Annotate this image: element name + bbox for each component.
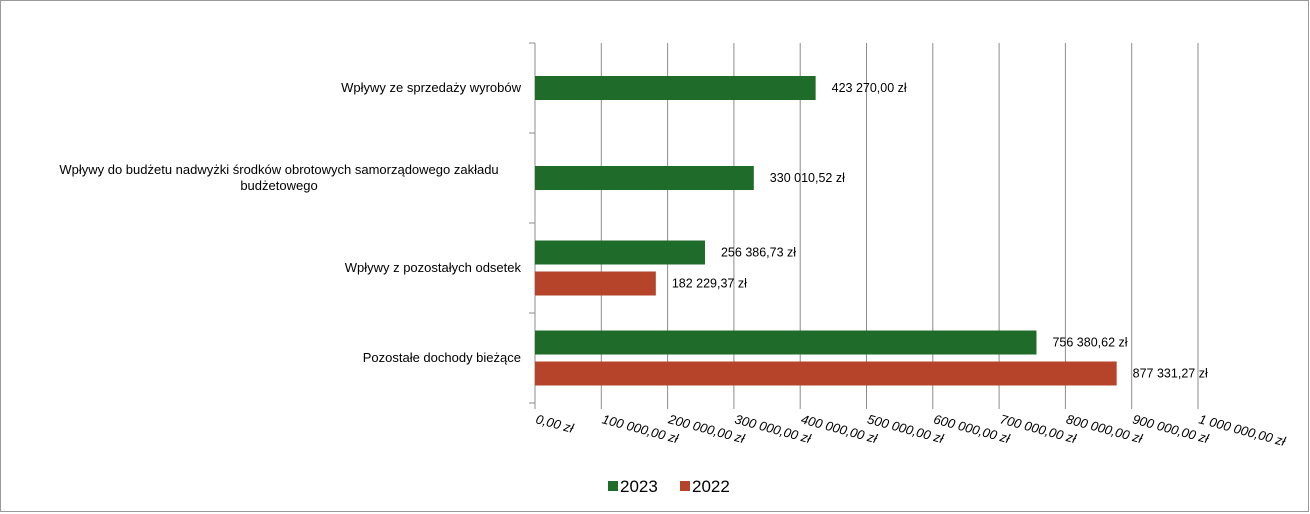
legend-label-2022: 2022 xyxy=(692,477,730,496)
x-tick-label: 1 000 000,00 zł xyxy=(1197,411,1288,449)
category-label: Wpływy do budżetu nadwyżki środków obrot… xyxy=(59,162,498,177)
legend-swatch-2023 xyxy=(608,481,618,491)
data-label-2022-3: 877 331,27 zł xyxy=(1133,367,1208,381)
bar-2023-3 xyxy=(535,330,1037,355)
x-tick-label: 0,00 zł xyxy=(534,411,576,436)
data-label-2023-2: 256 386,73 zł xyxy=(721,246,796,260)
data-label-2023-0: 423 270,00 zł xyxy=(832,81,907,95)
bar-2023-2 xyxy=(535,240,705,265)
bar-2023-1 xyxy=(535,166,754,190)
category-label: Pozostałe dochody bieżące xyxy=(363,350,521,365)
category-label: Wpływy ze sprzedaży wyrobów xyxy=(341,80,521,95)
bar-2023-0 xyxy=(535,76,816,100)
data-label-2023-3: 756 380,62 zł xyxy=(1052,336,1127,350)
category-label: Wpływy z pozostałych odsetek xyxy=(345,260,522,275)
bar-2022-3 xyxy=(535,361,1117,386)
bar-2022-2 xyxy=(535,271,656,296)
data-label-2022-2: 182 229,37 zł xyxy=(672,277,747,291)
legend-swatch-2022 xyxy=(680,481,690,491)
legend-label-2023: 2023 xyxy=(620,477,658,496)
category-label: budżetowego xyxy=(240,178,317,193)
data-label-2023-1: 330 010,52 zł xyxy=(770,171,845,185)
